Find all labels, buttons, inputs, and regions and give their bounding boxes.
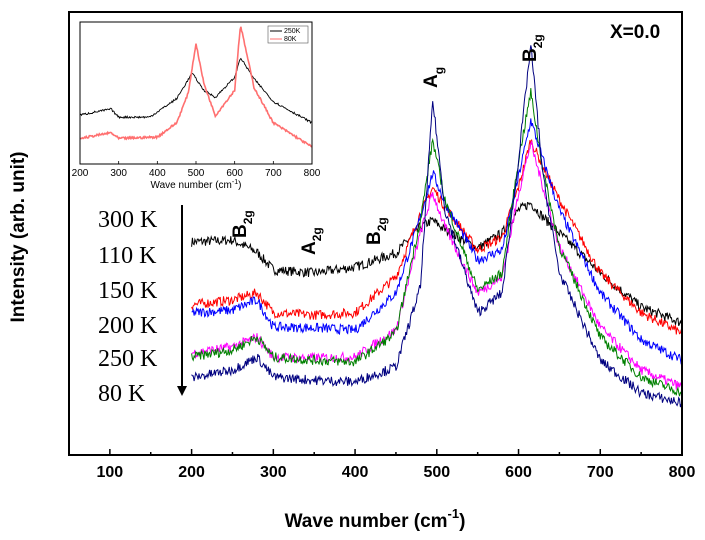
legend-item: 300 K <box>98 207 158 233</box>
inset-x-axis-label: Wave number (cm-1) <box>151 179 242 191</box>
legend-item: 110 K <box>98 243 157 269</box>
x-axis: 100 200 300 400 500 600 700 800 <box>97 449 696 481</box>
legend-item: 200 K <box>98 313 158 339</box>
inset-series-line-250k <box>79 57 313 125</box>
plot-frame <box>68 11 683 456</box>
y-axis-label: Intensity (arb. unit) <box>8 152 29 323</box>
peak-label: B2g <box>520 34 545 62</box>
inset-x-tick-label: 700 <box>265 168 282 179</box>
legend-item: 80 K <box>98 381 146 407</box>
inset-x-tick-label: 500 <box>188 168 205 179</box>
peak-labels: B2g A2g B2g Ag B2g <box>230 34 545 255</box>
series-line-80k <box>191 45 683 408</box>
inset: 200 300 400 500 600 700 800 Wave number (cm-1)… <box>72 18 321 191</box>
series-line-110k <box>191 139 683 335</box>
composition-label: X=0.0 <box>610 22 660 43</box>
series-line-250k <box>191 88 683 397</box>
peak-label: Ag <box>421 67 446 88</box>
series-layer <box>191 45 683 408</box>
x-tick-label: 500 <box>423 464 450 481</box>
inset-legend-item: 80K <box>284 36 297 43</box>
x-tick-label: 800 <box>669 464 696 481</box>
inset-x-tick-label: 800 <box>304 168 321 179</box>
x-tick-label: 100 <box>97 464 124 481</box>
legend-item: 250 K <box>98 346 158 372</box>
peak-label: A2g <box>299 227 324 255</box>
x-tick-label: 700 <box>587 464 614 481</box>
peak-label: B2g <box>230 210 255 238</box>
legend-item: 150 K <box>98 278 158 304</box>
x-tick-label: 200 <box>178 464 205 481</box>
x-tick-label: 600 <box>505 464 532 481</box>
series-line-150k <box>191 118 683 365</box>
inset-x-axis: 200 300 400 500 600 700 800 <box>72 161 321 179</box>
inset-legend-item: 250K <box>284 28 301 35</box>
inset-series-line-80k <box>80 26 313 148</box>
legend: 300 K 110 K 150 K 200 K 250 K 80 K <box>98 205 187 407</box>
x-axis-label: Wave number (cm-1) <box>285 506 466 532</box>
x-tick-label: 300 <box>260 464 287 481</box>
series-line-300k <box>191 201 683 326</box>
peak-label: B2g <box>364 217 389 245</box>
inset-legend: 250K 80K <box>267 25 309 44</box>
arrow-head-icon <box>177 386 187 396</box>
inset-x-tick-label: 200 <box>72 168 89 179</box>
inset-x-tick-label: 400 <box>149 168 166 179</box>
x-tick-label: 400 <box>342 464 369 481</box>
inset-series-layer <box>79 26 313 148</box>
inset-x-tick-label: 600 <box>226 168 243 179</box>
inset-x-tick-label: 300 <box>110 168 127 179</box>
